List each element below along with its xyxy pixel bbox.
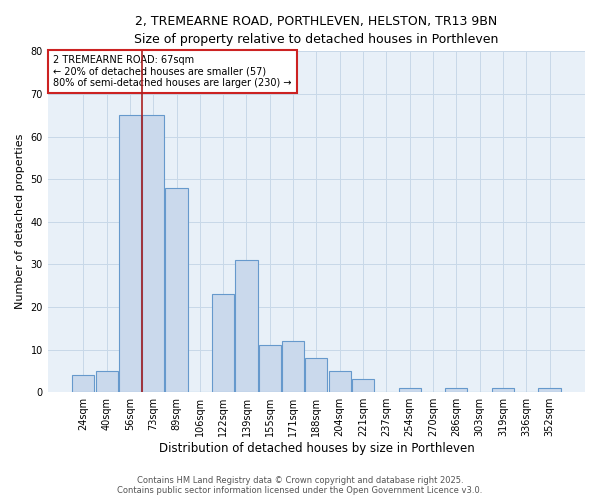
- Bar: [445, 388, 467, 392]
- Bar: [492, 388, 514, 392]
- Bar: [166, 188, 188, 392]
- Bar: [329, 371, 351, 392]
- Text: 2 TREMEARNE ROAD: 67sqm
← 20% of detached houses are smaller (57)
80% of semi-de: 2 TREMEARNE ROAD: 67sqm ← 20% of detache…: [53, 54, 292, 88]
- Bar: [305, 358, 328, 392]
- Bar: [142, 115, 164, 392]
- Bar: [95, 371, 118, 392]
- Bar: [235, 260, 257, 392]
- Bar: [119, 115, 141, 392]
- Text: Contains HM Land Registry data © Crown copyright and database right 2025.
Contai: Contains HM Land Registry data © Crown c…: [118, 476, 482, 495]
- X-axis label: Distribution of detached houses by size in Porthleven: Distribution of detached houses by size …: [158, 442, 474, 455]
- Bar: [538, 388, 560, 392]
- Y-axis label: Number of detached properties: Number of detached properties: [15, 134, 25, 310]
- Bar: [212, 294, 234, 392]
- Bar: [72, 375, 94, 392]
- Bar: [259, 346, 281, 392]
- Title: 2, TREMEARNE ROAD, PORTHLEVEN, HELSTON, TR13 9BN
Size of property relative to de: 2, TREMEARNE ROAD, PORTHLEVEN, HELSTON, …: [134, 15, 499, 46]
- Bar: [282, 341, 304, 392]
- Bar: [398, 388, 421, 392]
- Bar: [352, 380, 374, 392]
